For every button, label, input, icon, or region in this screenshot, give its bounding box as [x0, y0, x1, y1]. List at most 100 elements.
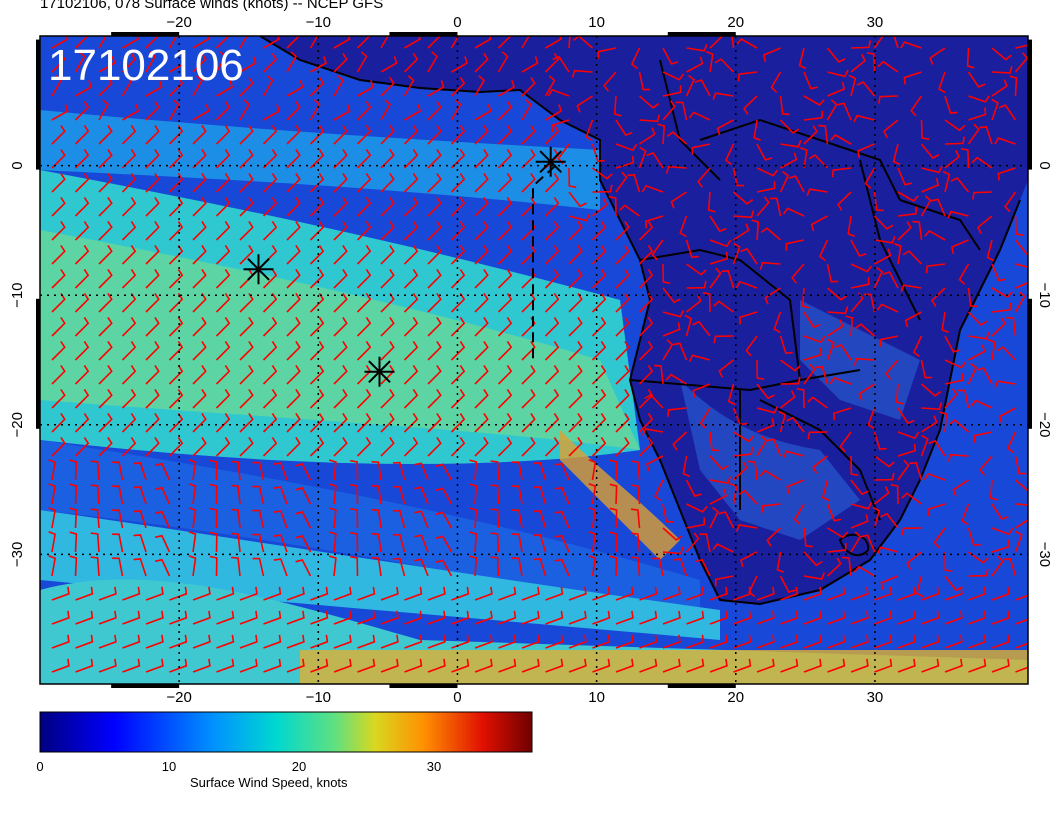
- wind-barb: [521, 658, 540, 673]
- wind-barb: [521, 244, 536, 265]
- wind-barb: [850, 263, 873, 273]
- wind-barb: [773, 311, 782, 334]
- wind-barb: [706, 50, 714, 73]
- wind-barb: [942, 170, 951, 193]
- wind-barb: [847, 215, 855, 238]
- wind-barb: [209, 483, 218, 505]
- wind-barb: [262, 172, 278, 193]
- wind-barb: [427, 80, 445, 97]
- wind-barb: [435, 559, 453, 577]
- wind-barb: [286, 436, 301, 457]
- wind-barb: [521, 340, 536, 361]
- wind-barb: [380, 196, 395, 217]
- wind-barb: [821, 479, 830, 502]
- wind-barb: [801, 287, 810, 309]
- wind-barb: [154, 510, 171, 529]
- wind-barb: [122, 610, 141, 625]
- wind-barb: [404, 104, 422, 121]
- wind-barb: [154, 462, 171, 481]
- wind-barb: [544, 268, 560, 289]
- wind-barb: [588, 482, 597, 505]
- wind-barb: [309, 388, 325, 409]
- wind-barb: [709, 215, 727, 233]
- wind-barb: [427, 412, 442, 433]
- wind-barb: [827, 634, 846, 649]
- wind-barb: [910, 95, 923, 117]
- wind-barb: [808, 154, 829, 169]
- wind-barb: [591, 220, 607, 241]
- wind-barb: [733, 223, 750, 241]
- wind-barb: [864, 167, 876, 189]
- wind-barb: [756, 586, 775, 601]
- wind-barb: [427, 268, 442, 289]
- wind-barb: [51, 316, 66, 337]
- wind-barb: [874, 236, 896, 244]
- wind-barb: [357, 586, 376, 601]
- wind-barb: [967, 311, 988, 326]
- africa-landmass: [260, 36, 1028, 604]
- wind-barb: [403, 292, 419, 313]
- wind-barb: [545, 36, 563, 49]
- wind-barb: [544, 388, 560, 409]
- wind-barb: [853, 114, 875, 123]
- wind-barb: [876, 303, 899, 313]
- wind-barb: [51, 75, 63, 97]
- lat-tick-label: −30: [1036, 542, 1053, 567]
- wind-barb: [662, 100, 676, 121]
- wind-barb: [403, 388, 419, 409]
- wind-barb: [350, 459, 359, 481]
- wind-barb: [639, 610, 658, 625]
- wind-barb: [380, 388, 395, 409]
- lon-tick-label: −10: [306, 689, 331, 706]
- wind-barb: [51, 412, 66, 433]
- wind-barb: [654, 479, 664, 502]
- wind-barb: [286, 412, 301, 433]
- wind-barb: [732, 191, 754, 205]
- wind-barb: [737, 71, 758, 82]
- wind-barb: [756, 418, 775, 433]
- wind-barb: [812, 455, 828, 474]
- wind-barb: [732, 461, 748, 481]
- wind-barb: [592, 610, 611, 625]
- wind-barb: [979, 455, 993, 476]
- wind-barb: [968, 568, 989, 577]
- wind-barb: [239, 658, 258, 673]
- wind-barb: [98, 124, 113, 145]
- wind-barb: [588, 458, 597, 481]
- wind-barb: [1015, 618, 1028, 625]
- wind-barb: [630, 508, 641, 529]
- wind-barb: [252, 533, 265, 553]
- wind-barb: [991, 47, 1012, 61]
- wind-barb: [392, 533, 406, 553]
- wind-barb: [168, 99, 180, 121]
- wind-barb: [252, 461, 265, 481]
- wind-barb: [262, 412, 278, 433]
- wind-barb: [215, 340, 231, 361]
- wind-barb: [615, 292, 630, 313]
- wind-barb: [756, 406, 779, 414]
- wind-barb: [897, 586, 916, 601]
- wind-barb: [215, 292, 231, 313]
- wind-barb: [451, 610, 470, 625]
- wind-barb: [51, 586, 70, 601]
- wind-barb: [90, 460, 100, 481]
- wind-barb: [909, 461, 923, 481]
- wind-barb: [98, 220, 113, 241]
- wind-barb: [273, 510, 288, 529]
- axis-scale-segment: [1028, 298, 1032, 429]
- wind-barb: [112, 557, 124, 577]
- wind-barb: [967, 362, 978, 385]
- wind-barb: [154, 558, 171, 577]
- wind-barb: [686, 517, 706, 529]
- wind-barb: [609, 531, 618, 553]
- wind-barb: [69, 555, 78, 577]
- wind-barb: [474, 364, 489, 385]
- wind-barb: [991, 658, 1010, 673]
- wind-barb: [145, 412, 160, 433]
- wind-barb: [273, 534, 288, 553]
- wind-barb: [925, 263, 946, 274]
- wind-barb: [74, 364, 90, 385]
- wind-barb: [427, 658, 446, 673]
- wind-barb: [897, 459, 910, 481]
- wind-barb: [944, 610, 963, 625]
